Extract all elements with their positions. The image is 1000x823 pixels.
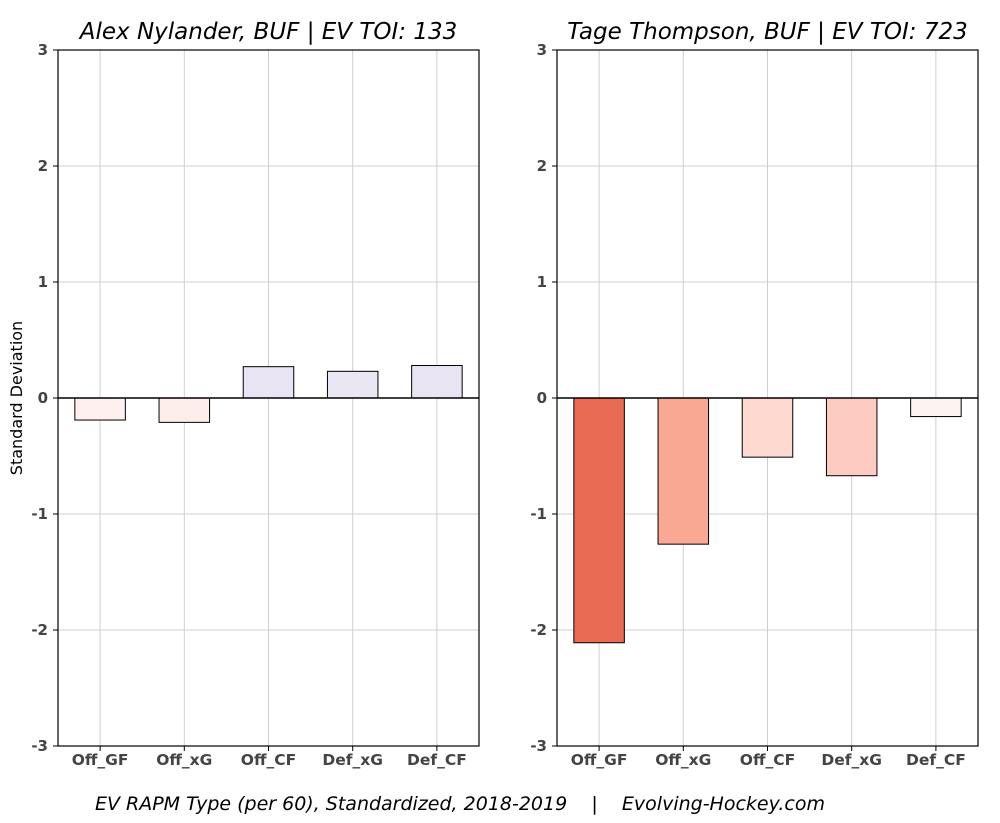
bar-off-cf <box>242 366 295 399</box>
chart-panel-nylander: -3 -2 -1 0 1 2 3 Off_GF Off_xG Off_CF Def_xG Def_CF… <box>31 19 480 769</box>
bar-off-gf <box>74 397 126 421</box>
x-tick-label: Off_CF <box>740 751 795 769</box>
y-tick-label: 2 <box>537 157 547 175</box>
bar-def-cf <box>411 365 463 399</box>
bar-off-xg <box>657 397 710 545</box>
x-tick-label: Def_xG <box>821 751 882 769</box>
bar-def-xg <box>825 397 878 477</box>
y-tick-label: 1 <box>537 273 547 291</box>
x-tick-label: Off_xG <box>655 751 711 769</box>
bar-off-xg <box>158 397 211 423</box>
x-tick-label: Off_GF <box>72 751 129 769</box>
panel-title: Tage Thompson, BUF | EV TOI: 723 <box>567 19 967 45</box>
y-tick-label: -3 <box>31 737 48 755</box>
y-tick-label: 3 <box>38 41 48 59</box>
x-tick-label: Off_CF <box>241 751 296 769</box>
figure-caption: EV RAPM Type (per 60), Standardized, 201… <box>95 793 825 815</box>
x-tick-label: Def_CF <box>906 751 966 769</box>
bar-def-cf <box>910 397 962 418</box>
chart-panel-thompson: -3 -2 -1 0 1 2 3 Off_GF Off_xG Off_CF Def_xG Def_CF… <box>530 19 979 769</box>
y-tick-label: 0 <box>38 389 48 407</box>
bar-def-xg <box>326 370 379 399</box>
bar-off-gf <box>573 397 625 644</box>
x-tick-label: Def_xG <box>322 751 383 769</box>
y-tick-label: -1 <box>31 505 48 523</box>
y-tick-label: -2 <box>530 621 547 639</box>
y-tick-label: 3 <box>537 41 547 59</box>
y-tick-label: -1 <box>530 505 547 523</box>
y-tick-label: -3 <box>530 737 547 755</box>
x-tick-label: Off_xG <box>156 751 212 769</box>
x-tick-label: Off_GF <box>571 751 628 769</box>
y-tick-label: 1 <box>38 273 48 291</box>
y-tick-label: 0 <box>537 389 547 407</box>
panel-title: Alex Nylander, BUF | EV TOI: 133 <box>78 19 457 45</box>
y-tick-label: -2 <box>31 621 48 639</box>
y-tick-label: 2 <box>38 157 48 175</box>
y-axis-label: Standard Deviation <box>7 321 26 475</box>
bar-off-cf <box>741 397 794 458</box>
x-tick-label: Def_CF <box>407 751 467 769</box>
